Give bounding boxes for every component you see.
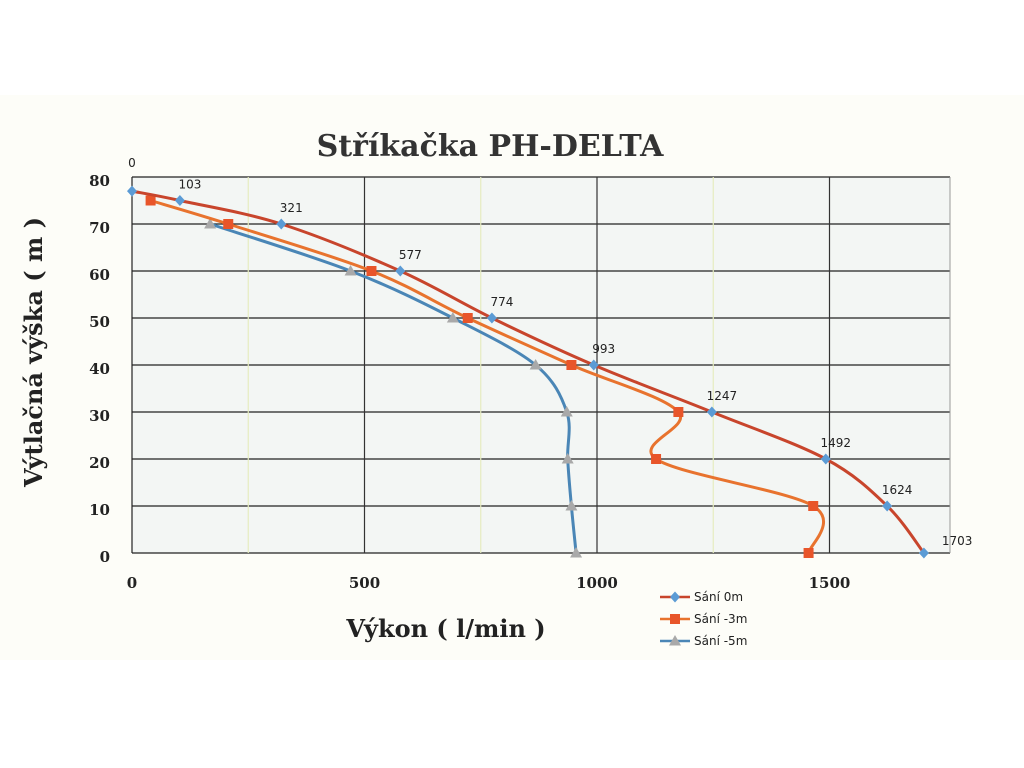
series-sani-0m — [127, 185, 929, 559]
data-point-diamond — [395, 265, 406, 277]
data-point-diamond — [820, 453, 831, 465]
data-point-triangle — [344, 265, 357, 276]
data-label: 774 — [490, 295, 513, 309]
data-point-triangle — [560, 406, 573, 417]
y-tick-label: 40 — [89, 360, 110, 378]
data-point-diamond — [486, 312, 497, 324]
data-point-square — [145, 195, 156, 206]
legend-label: Sání 0m — [694, 590, 743, 604]
data-point-diamond — [918, 547, 929, 559]
y-tick-label: 20 — [89, 454, 110, 472]
data-point-triangle — [204, 218, 217, 229]
data-point-diamond — [174, 195, 185, 206]
x-tick-label: 0 — [127, 574, 137, 592]
x-axis-title: Výkon ( l/min ) — [345, 614, 545, 643]
data-point-square — [808, 501, 819, 511]
y-tick-label: 30 — [89, 407, 110, 425]
data-point-diamond — [706, 406, 717, 418]
data-point-triangle — [565, 500, 578, 511]
data-point-square — [223, 219, 234, 229]
data-point-square — [566, 360, 577, 370]
series — [127, 185, 929, 559]
data-label: 1703 — [942, 534, 973, 548]
x-tick-label: 1000 — [576, 574, 618, 592]
series-sani-3m — [145, 195, 825, 558]
data-point-triangle — [561, 453, 574, 464]
data-point-square — [670, 614, 680, 624]
x-tick-label: 1500 — [809, 574, 851, 592]
data-label: 0 — [128, 156, 136, 170]
data-label: 321 — [280, 201, 303, 215]
data-point-square — [803, 548, 814, 558]
y-tick-label: 70 — [89, 219, 110, 237]
data-label: 1247 — [707, 389, 738, 403]
data-point-square — [651, 454, 662, 464]
data-point-diamond — [882, 500, 893, 512]
data-point-triangle — [669, 635, 681, 646]
data-label: 103 — [178, 178, 201, 192]
data-label: 577 — [399, 248, 422, 262]
series-line — [130, 189, 926, 555]
legend-label: Sání -3m — [694, 612, 747, 626]
x-tick-label: 500 — [349, 574, 380, 592]
legend: Sání 0m Sání -3m Sání -5m — [660, 590, 747, 648]
data-label: 1624 — [882, 483, 913, 497]
y-tick-label: 10 — [89, 501, 110, 519]
data-point-diamond — [276, 218, 287, 230]
legend-label: Sání -5m — [694, 634, 747, 648]
chart-title: Stříkačka PH-DELTA — [317, 129, 664, 164]
data-labels: 0 103 321 577 774 993 1247 1492 1624 1703 — [128, 156, 972, 548]
y-tick-label: 0 — [100, 548, 110, 566]
data-point-triangle — [446, 312, 459, 323]
data-point-square — [673, 407, 684, 417]
y-tick-label: 60 — [89, 266, 110, 284]
grid — [131, 176, 951, 554]
data-label: 993 — [592, 342, 615, 356]
y-tick-label: 80 — [89, 172, 110, 190]
data-point-triangle — [570, 547, 583, 558]
series-sani-5m — [204, 218, 583, 558]
y-axis-title: Výtlačná výška ( m ) — [19, 217, 48, 488]
tick-labels: 0 10 20 30 40 50 60 70 80 0 500 1000 1500 — [89, 172, 850, 592]
data-point-square — [462, 313, 473, 323]
data-point-diamond — [127, 185, 137, 197]
y-tick-label: 50 — [89, 313, 110, 331]
data-label: 1492 — [821, 436, 852, 450]
data-point-triangle — [529, 359, 542, 370]
data-point-square — [366, 266, 377, 276]
data-point-diamond — [588, 359, 599, 371]
data-point-diamond — [670, 591, 680, 603]
